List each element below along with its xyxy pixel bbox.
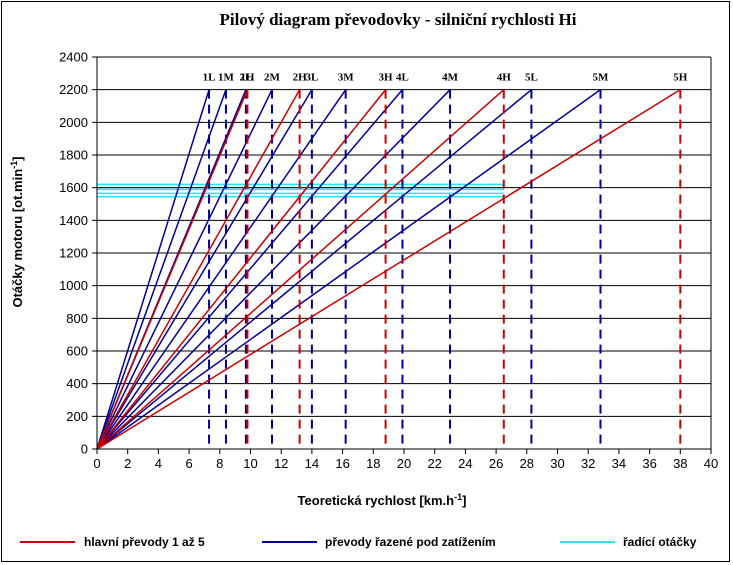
y-tick-label: 0 [81, 442, 88, 457]
grid-lines [97, 56, 711, 417]
y-tick-label: 1400 [59, 213, 88, 228]
gear-label-5m: 5M [593, 72, 610, 84]
gear-label-2m: 2M [264, 72, 281, 84]
gear-line-2h [96, 89, 301, 450]
tick-labels: 0 2 4 6 8 10 12 14 16 18 20 22 24 26 28 30 32 34 36 38 40020… [59, 50, 718, 472]
x-tick-label: 20 [397, 456, 411, 471]
legend: hlavní převody 1 až 5 převody řazené pod… [20, 535, 697, 549]
x-tick-label: 10 [243, 456, 257, 471]
x-tick-label: 26 [489, 456, 503, 471]
gear-label-4l: 4L [396, 72, 409, 84]
y-tick-label: 2000 [59, 115, 88, 130]
x-tick-label: 4 [155, 456, 162, 471]
y-tick-label: 1000 [59, 278, 88, 293]
gear-label-1m: 1M [218, 72, 235, 84]
gear-label-3m: 3M [338, 72, 355, 84]
chart-title: Pilový diagram převodovky - silniční ryc… [219, 10, 576, 29]
legend-label-load: převody řazené pod zatížením [325, 535, 496, 549]
x-tick-label: 38 [673, 456, 687, 471]
x-axis-label: Teoretická rychlost [km.h-1] [298, 492, 467, 508]
gear-label-5l: 5L [525, 72, 538, 84]
gear-line-3m [96, 89, 347, 450]
gear-label-4m: 4M [442, 72, 459, 84]
y-tick-label: 2200 [59, 82, 88, 97]
x-tick-label: 30 [550, 456, 564, 471]
gear-line-4m [96, 89, 451, 450]
y-tick-label: 2400 [59, 50, 88, 65]
gear-label-5h: 5H [673, 72, 688, 84]
gear-line-5m [96, 89, 601, 450]
y-tick-label: 1600 [59, 180, 88, 195]
gear-line-3h [96, 89, 387, 450]
gear-line-2m [96, 89, 273, 450]
axes [92, 56, 712, 454]
series-lines [96, 89, 682, 450]
gear-line-5l [96, 89, 532, 450]
x-tick-label: 24 [458, 456, 472, 471]
y-tick-label: 800 [66, 311, 88, 326]
x-tick-label: 8 [216, 456, 223, 471]
y-tick-label: 1200 [59, 246, 88, 261]
x-tick-label: 0 [93, 456, 100, 471]
gear-line-1l [96, 89, 210, 450]
gear-line-4h [96, 89, 505, 450]
gear-label-1l: 1L [203, 72, 216, 84]
x-tick-label: 32 [581, 456, 595, 471]
gear-label-4h: 4H [497, 72, 512, 84]
x-tick-label: 14 [305, 456, 319, 471]
legend-label-main: hlavní převody 1 až 5 [84, 535, 205, 549]
y-tick-label: 1800 [59, 148, 88, 163]
x-tick-label: 22 [427, 456, 441, 471]
x-tick-label: 40 [704, 456, 718, 471]
x-tick-label: 16 [335, 456, 349, 471]
gear-line-3l [96, 89, 313, 450]
gear-label-3h: 3H [379, 72, 394, 84]
x-tick-label: 34 [612, 456, 626, 471]
y-tick-label: 400 [66, 376, 88, 391]
gear-label-2h: 2H [293, 72, 308, 84]
x-tick-label: 18 [366, 456, 380, 471]
gear-label-3l: 3L [305, 72, 318, 84]
gear-line-4l [96, 89, 404, 450]
y-tick-label: 600 [66, 344, 88, 359]
gear-label-1h: 1H [240, 72, 255, 84]
gear-line-5h [96, 89, 681, 450]
gear-line-1h [96, 89, 249, 450]
y-tick-label: 200 [66, 409, 88, 424]
x-tick-label: 6 [185, 456, 192, 471]
x-tick-label: 36 [642, 456, 656, 471]
y-axis-label: Otáčky motoru [ot.min-1] [9, 156, 25, 307]
x-tick-label: 2 [124, 456, 131, 471]
gear-line-1m [96, 89, 227, 450]
x-tick-label: 28 [520, 456, 534, 471]
legend-label-shift: řadící otáčky [623, 535, 697, 549]
x-tick-label: 12 [274, 456, 288, 471]
gear-label-2l: 2L [239, 72, 252, 84]
